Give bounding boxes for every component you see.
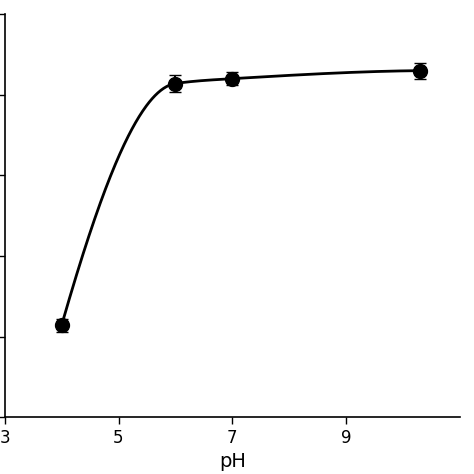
X-axis label: pH: pH <box>219 453 246 472</box>
